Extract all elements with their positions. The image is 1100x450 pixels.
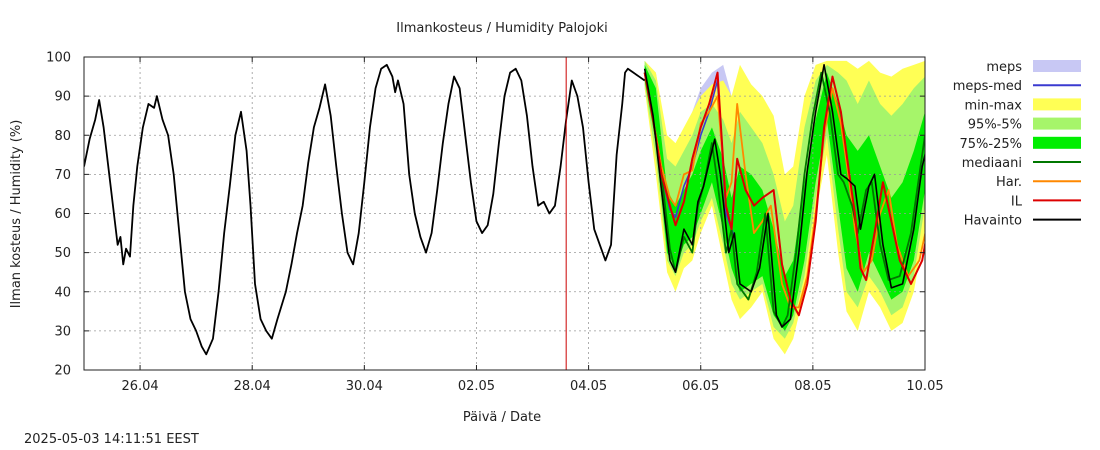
y-axis-label: Ilman kosteus / Humidity (%) <box>9 120 24 309</box>
x-tick-label-10.05: 10.05 <box>906 379 943 394</box>
y-tick-label-30: 30 <box>54 324 71 339</box>
x-tick-label-26.04: 26.04 <box>121 379 158 394</box>
y-tick-label-20: 20 <box>54 364 71 379</box>
legend-label-3: 95%-5% <box>968 118 1022 133</box>
x-tick-label-02.05: 02.05 <box>458 379 495 394</box>
series-il <box>643 71 925 317</box>
x-tick-label-06.05: 06.05 <box>682 379 719 394</box>
series-havainto <box>84 63 646 356</box>
y-tick-label-100: 100 <box>46 51 71 66</box>
y-tick-label-80: 80 <box>54 129 71 144</box>
legend-swatch-0 <box>1033 60 1081 72</box>
legend-label-8: Havainto <box>964 214 1022 229</box>
legend-label-5: mediaani <box>962 156 1022 171</box>
x-tick-label-04.05: 04.05 <box>570 379 607 394</box>
x-tick-label-28.04: 28.04 <box>234 379 271 394</box>
legend-swatch-4 <box>1033 136 1081 149</box>
series-har <box>643 72 925 309</box>
timestamp: 2025-05-03 14:11:51 EEST <box>24 432 199 447</box>
legend-swatch-3 <box>1033 117 1081 130</box>
legend-label-7: IL <box>1011 194 1023 209</box>
x-tick-label-30.04: 30.04 <box>346 379 383 394</box>
x-axis-ticks: 26.04 28.04 30.04 02.05 04.05 06.05 08.05 10.05 <box>121 57 944 394</box>
y-axis-ticks: 20 30 40 50 60 70 80 90 100 <box>46 51 925 379</box>
x-axis-label: Päivä / Date <box>463 410 541 425</box>
legend-swatch-2 <box>1033 98 1081 111</box>
y-tick-label-90: 90 <box>54 90 71 105</box>
legend-label-2: min-max <box>964 98 1022 113</box>
y-tick-label-70: 70 <box>54 168 71 183</box>
legend-label-4: 75%-25% <box>960 137 1022 152</box>
legend-label-6: Har. <box>996 175 1022 190</box>
x-tick-label-08.05: 08.05 <box>794 379 831 394</box>
y-tick-label-60: 60 <box>54 207 71 222</box>
y-tick-label-40: 40 <box>54 285 71 300</box>
series-havainto-forecast <box>643 64 925 328</box>
legend-label-1: meps-med <box>953 79 1022 94</box>
series-lines <box>84 63 925 356</box>
legend-label-0: meps <box>986 60 1022 75</box>
legend: meps meps-med min-max 95%-5% 75%-25% mediaani… <box>953 60 1081 229</box>
y-tick-label-50: 50 <box>54 246 71 261</box>
chart-title: Ilmankosteus / Humidity Palojoki <box>396 21 607 36</box>
band-75-25 <box>644 64 925 331</box>
